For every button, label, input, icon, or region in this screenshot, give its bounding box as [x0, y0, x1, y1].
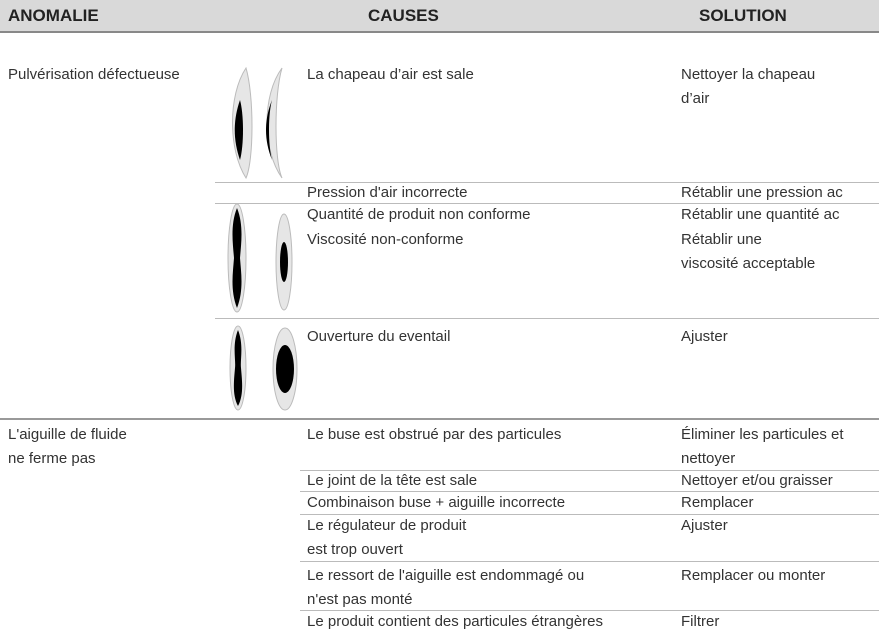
cause-text: Le buse est obstrué par des particules [307, 426, 562, 443]
anomaly-text: Pulvérisation défectueuse [8, 66, 180, 83]
cause-text: La chapeau d’air est sale [307, 66, 474, 83]
solution-text: Éliminer les particules et [681, 426, 844, 443]
cause-text: Le produit contient des particules étran… [307, 613, 604, 630]
cause-text: Quantité de produit non conforme [307, 206, 531, 223]
row-divider [300, 561, 879, 562]
cause-text: Viscosité non-conforme [307, 231, 464, 248]
pattern-dirty-cap [232, 66, 283, 180]
column-header: SOLUTION [699, 6, 787, 25]
row-divider [215, 182, 879, 183]
solution-text: Rétablir une pression ac [681, 184, 843, 201]
anomaly-text: L'aiguille de fluide [8, 426, 127, 443]
cause-text: Combinaison buse + aiguille incorrecte [307, 494, 566, 511]
solution-text: Nettoyer et/ou graisser [681, 472, 833, 489]
cause-text: Ouverture du eventail [307, 328, 451, 345]
cause-text: est trop ouvert [307, 541, 403, 558]
column-header: ANOMALIE [8, 6, 99, 25]
cause-text: Le régulateur de produit [307, 517, 467, 534]
solution-text: Filtrer [681, 613, 720, 630]
pattern-viscosity [227, 203, 293, 313]
solution-text: d’air [681, 90, 710, 107]
solution-text: viscosité acceptable [681, 255, 816, 272]
solution-text: nettoyer [681, 450, 736, 467]
row-divider [215, 318, 879, 319]
cause-text: Pression d'air incorrecte [307, 184, 468, 201]
anomaly-text: ne ferme pas [8, 450, 96, 467]
solution-text: Remplacer [681, 494, 754, 511]
cause-text: Le ressort de l'aiguille est endommagé o… [307, 567, 585, 584]
row-divider [300, 514, 879, 515]
column-header: CAUSES [368, 6, 439, 25]
solution-text: Rétablir une [681, 231, 762, 248]
row-divider [300, 610, 879, 611]
row-divider [300, 470, 879, 471]
solution-text: Nettoyer la chapeau [681, 66, 816, 83]
row-divider [0, 418, 879, 420]
header-bar: ANOMALIE CAUSES SOLUTION [0, 0, 879, 33]
row-divider [300, 491, 879, 492]
solution-text: Ajuster [681, 517, 728, 534]
solution-text: Ajuster [681, 328, 728, 345]
solution-text: Remplacer ou monter [681, 567, 826, 584]
row-divider [215, 203, 879, 204]
cause-text: n'est pas monté [307, 591, 413, 608]
cause-text: Le joint de la tête est sale [307, 472, 478, 489]
pattern-fan [229, 325, 298, 411]
solution-text: Rétablir une quantité ac [681, 206, 840, 223]
